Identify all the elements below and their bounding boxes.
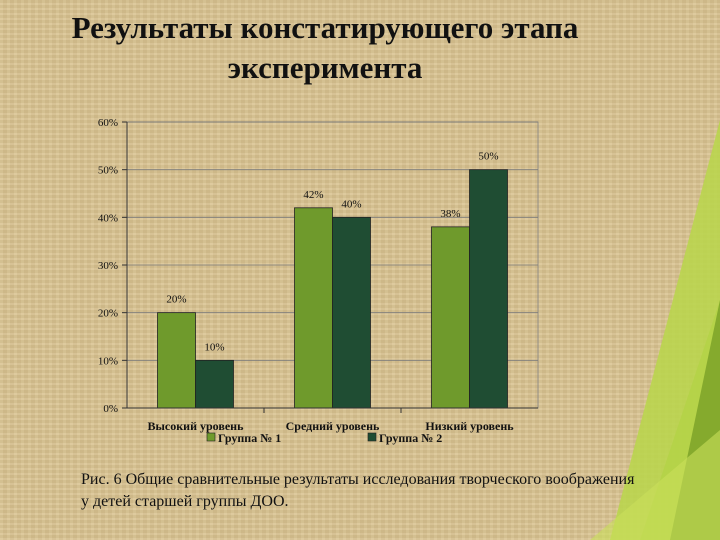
- y-tick-label: 0%: [103, 403, 118, 415]
- data-label: 40%: [341, 198, 361, 210]
- x-tick-label: Средний уровень: [286, 419, 380, 433]
- bar: [431, 226, 470, 409]
- data-label: 38%: [440, 208, 460, 220]
- decorative-green-triangles: [590, 0, 720, 540]
- data-label: 20%: [166, 294, 186, 306]
- legend: Группа № 1 Группа № 2: [206, 431, 442, 445]
- bar: [332, 216, 371, 409]
- legend-label: Группа № 1: [218, 431, 281, 445]
- slide-title-line1: Результаты констатирующего этапа: [71, 10, 579, 45]
- data-label: 50%: [478, 151, 498, 163]
- axes: 0% 10% 20% 30% 40% 50% 60% Высокий уровень Средн…: [98, 117, 538, 433]
- y-tick-label: 10%: [98, 355, 118, 367]
- data-labels: 20% 10% 42% 40% 38% 50%: [166, 151, 498, 354]
- legend-swatch: [367, 432, 377, 442]
- y-tick-label: 20%: [98, 308, 118, 320]
- x-tick-label: Высокий уровень: [148, 419, 245, 433]
- bar: [157, 312, 196, 409]
- slide-title: Результаты констатирующего этапа экспери…: [60, 8, 590, 88]
- legend-swatch: [206, 432, 216, 442]
- bar: [294, 207, 333, 409]
- bar: [195, 359, 234, 409]
- slide-title-line2: эксперимента: [227, 50, 423, 85]
- data-label: 10%: [204, 341, 224, 353]
- y-tick-label: 30%: [98, 260, 118, 272]
- figure-caption: Рис. 6 Общие сравнительные результаты ис…: [81, 471, 635, 510]
- bar: [469, 169, 508, 409]
- y-tick-label: 60%: [98, 117, 118, 129]
- legend-label: Группа № 2: [379, 431, 442, 445]
- bars: [157, 169, 508, 409]
- x-tick-label: Низкий уровень: [425, 419, 514, 433]
- y-tick-label: 40%: [98, 212, 118, 224]
- data-label: 42%: [303, 189, 323, 201]
- y-tick-label: 50%: [98, 165, 118, 177]
